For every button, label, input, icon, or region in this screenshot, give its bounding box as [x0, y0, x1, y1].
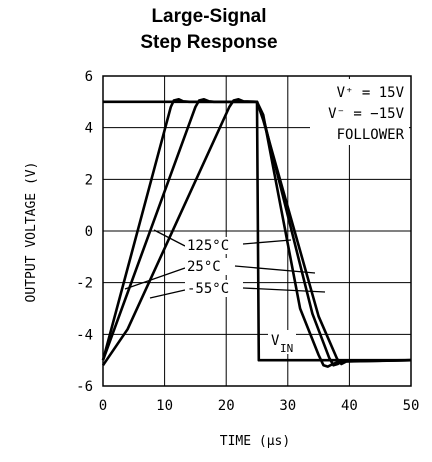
x-tick-label: 50 [403, 398, 420, 414]
series-line-55-c [101, 98, 412, 367]
x-tick-label: 40 [341, 398, 358, 414]
y-tick-label: 6 [85, 69, 93, 85]
temperature-labels: 125°C 25°C -55°C V IN [124, 229, 326, 355]
chart-title-line-2: Step Response [140, 32, 277, 53]
y-tick-label: 2 [85, 172, 93, 188]
x-tick-label: 10 [156, 398, 173, 414]
label-25-leader-left [124, 267, 186, 290]
series-lines [101, 98, 412, 368]
label-125-background [185, 237, 243, 254]
label-neg55-leader-left [149, 289, 186, 299]
legend-box-background [310, 79, 409, 145]
label-neg55-leader-right [242, 287, 326, 293]
y-tick-label: -2 [76, 276, 93, 292]
x-tick-label: 30 [279, 398, 296, 414]
label-neg55: -55°C [187, 281, 229, 297]
chart-title-line-1: Large-Signal [151, 6, 266, 27]
label-125-leader-right [242, 239, 292, 245]
label-125: 125°C [187, 238, 229, 254]
y-axis-label: OUTPUT VOLTAGE (V) [24, 162, 39, 303]
y-tick-label: 0 [85, 224, 93, 240]
label-vin: V [271, 333, 280, 349]
y-tick-label: 4 [85, 121, 93, 137]
x-tick-label: 20 [218, 398, 235, 414]
plot-frame [102, 75, 412, 387]
y-tick-label: -6 [76, 379, 93, 395]
label-neg55-background [185, 280, 243, 297]
label-25-leader-right [234, 265, 316, 274]
y-tick-label: -4 [76, 327, 93, 343]
grid [102, 75, 412, 387]
series-line-v-in [103, 100, 411, 362]
label-vin-subscript: IN [280, 342, 293, 355]
x-axis-label: TIME (μs) [220, 434, 290, 449]
legend-vminus: V⁻ = −15V [328, 106, 404, 122]
legend-vplus: V⁺ = 15V [337, 85, 405, 101]
legend-mode: FOLLOWER [337, 127, 405, 143]
x-tick-label: 0 [99, 398, 107, 414]
label-vin-background [268, 330, 296, 354]
label-125-leader-left [153, 229, 186, 247]
label-25: 25°C [187, 259, 221, 275]
label-25-background [185, 258, 235, 275]
